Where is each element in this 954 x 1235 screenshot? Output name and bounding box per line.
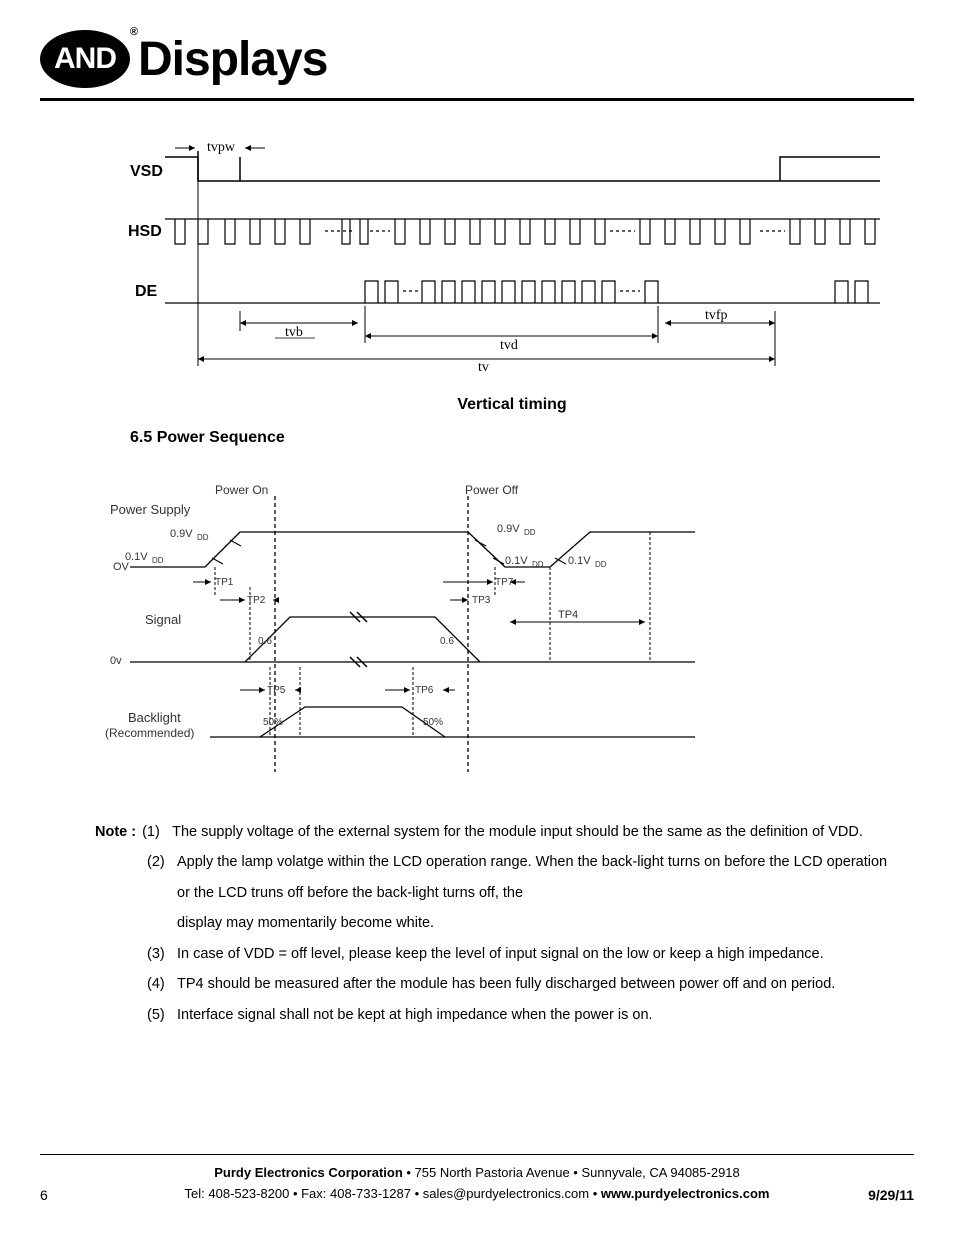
svg-text:0.6: 0.6 bbox=[440, 636, 454, 647]
note-num-2: (2) bbox=[147, 847, 171, 908]
note-text-5: Interface signal shall not be kept at hi… bbox=[177, 1000, 894, 1030]
note-num-4: (4) bbox=[147, 969, 171, 999]
note-label: Note : bbox=[95, 817, 136, 847]
svg-text:DD: DD bbox=[595, 560, 607, 569]
svg-text:Power Off: Power Off bbox=[465, 483, 519, 497]
note-num-1: (1) bbox=[142, 817, 166, 847]
svg-text:50%: 50% bbox=[263, 717, 283, 728]
note-text-2b: display may momentarily become white. bbox=[177, 908, 894, 938]
svg-text:(Recommended): (Recommended) bbox=[105, 726, 194, 740]
notes-section: Note : (1) The supply voltage of the ext… bbox=[95, 817, 894, 1030]
footer-address: • 755 North Pastoria Avenue • Sunnyvale,… bbox=[403, 1165, 740, 1180]
svg-text:HSD: HSD bbox=[128, 223, 162, 240]
svg-text:VSD: VSD bbox=[130, 163, 163, 180]
logo-displays-text: Displays bbox=[138, 32, 327, 87]
page-number: 6 bbox=[40, 1187, 48, 1203]
svg-text:OV: OV bbox=[113, 561, 130, 573]
svg-text:tvpw: tvpw bbox=[207, 140, 236, 155]
section-6-5-title: 6.5 Power Sequence bbox=[130, 429, 914, 447]
footer-website: www.purdyelectronics.com bbox=[601, 1186, 770, 1201]
svg-text:50%: 50% bbox=[423, 717, 443, 728]
logo-registered: ® bbox=[130, 26, 138, 38]
svg-text:tvd: tvd bbox=[500, 338, 518, 353]
note-text-1: The supply voltage of the external syste… bbox=[172, 817, 894, 847]
timing-caption: Vertical timing bbox=[110, 396, 914, 414]
svg-text:Signal: Signal bbox=[145, 612, 181, 627]
footer-divider bbox=[40, 1154, 914, 1155]
svg-text:0.1V: 0.1V bbox=[568, 555, 591, 567]
svg-text:DD: DD bbox=[524, 528, 536, 537]
power-sequence-diagram: Power On Power Off Power Supply 0.9V DD 0… bbox=[95, 472, 914, 777]
svg-text:0.9V: 0.9V bbox=[170, 528, 193, 540]
footer-contact: Tel: 408-523-8200 • Fax: 408-733-1287 • … bbox=[185, 1186, 601, 1201]
note-text-4: TP4 should be measured after the module … bbox=[177, 969, 894, 999]
svg-text:DD: DD bbox=[197, 533, 209, 542]
svg-text:DD: DD bbox=[152, 556, 164, 565]
page-date: 9/29/11 bbox=[868, 1187, 914, 1203]
svg-text:0v: 0v bbox=[110, 655, 122, 667]
svg-text:Power Supply: Power Supply bbox=[110, 502, 191, 517]
note-num-3: (3) bbox=[147, 939, 171, 969]
svg-text:DE: DE bbox=[135, 283, 158, 300]
logo-mark: AND ® bbox=[40, 30, 130, 88]
svg-text:Backlight: Backlight bbox=[128, 710, 181, 725]
svg-text:TP4: TP4 bbox=[558, 609, 578, 621]
svg-text:0.9V: 0.9V bbox=[497, 523, 520, 535]
header-logo: AND ® Displays bbox=[40, 30, 914, 88]
svg-text:tvfp: tvfp bbox=[705, 308, 728, 323]
note-text-3: In case of VDD = off level, please keep … bbox=[177, 939, 894, 969]
svg-text:0.6: 0.6 bbox=[258, 636, 272, 647]
vertical-timing-diagram: VSD tvpw HSD bbox=[110, 131, 914, 414]
svg-text:tv: tv bbox=[478, 360, 489, 375]
logo-and-text: AND bbox=[54, 42, 116, 76]
svg-text:Power On: Power On bbox=[215, 483, 268, 497]
svg-text:DD: DD bbox=[532, 560, 544, 569]
note-text-2: Apply the lamp volatge within the LCD op… bbox=[177, 847, 894, 908]
page-footer: Purdy Electronics Corporation • 755 Nort… bbox=[0, 1154, 954, 1205]
svg-text:TP1: TP1 bbox=[215, 577, 234, 588]
note-num-5: (5) bbox=[147, 1000, 171, 1030]
footer-company: Purdy Electronics Corporation bbox=[214, 1165, 403, 1180]
header-divider bbox=[40, 98, 914, 101]
svg-text:TP6: TP6 bbox=[415, 685, 434, 696]
svg-text:TP3: TP3 bbox=[472, 595, 491, 606]
svg-text:0.1V: 0.1V bbox=[505, 555, 528, 567]
